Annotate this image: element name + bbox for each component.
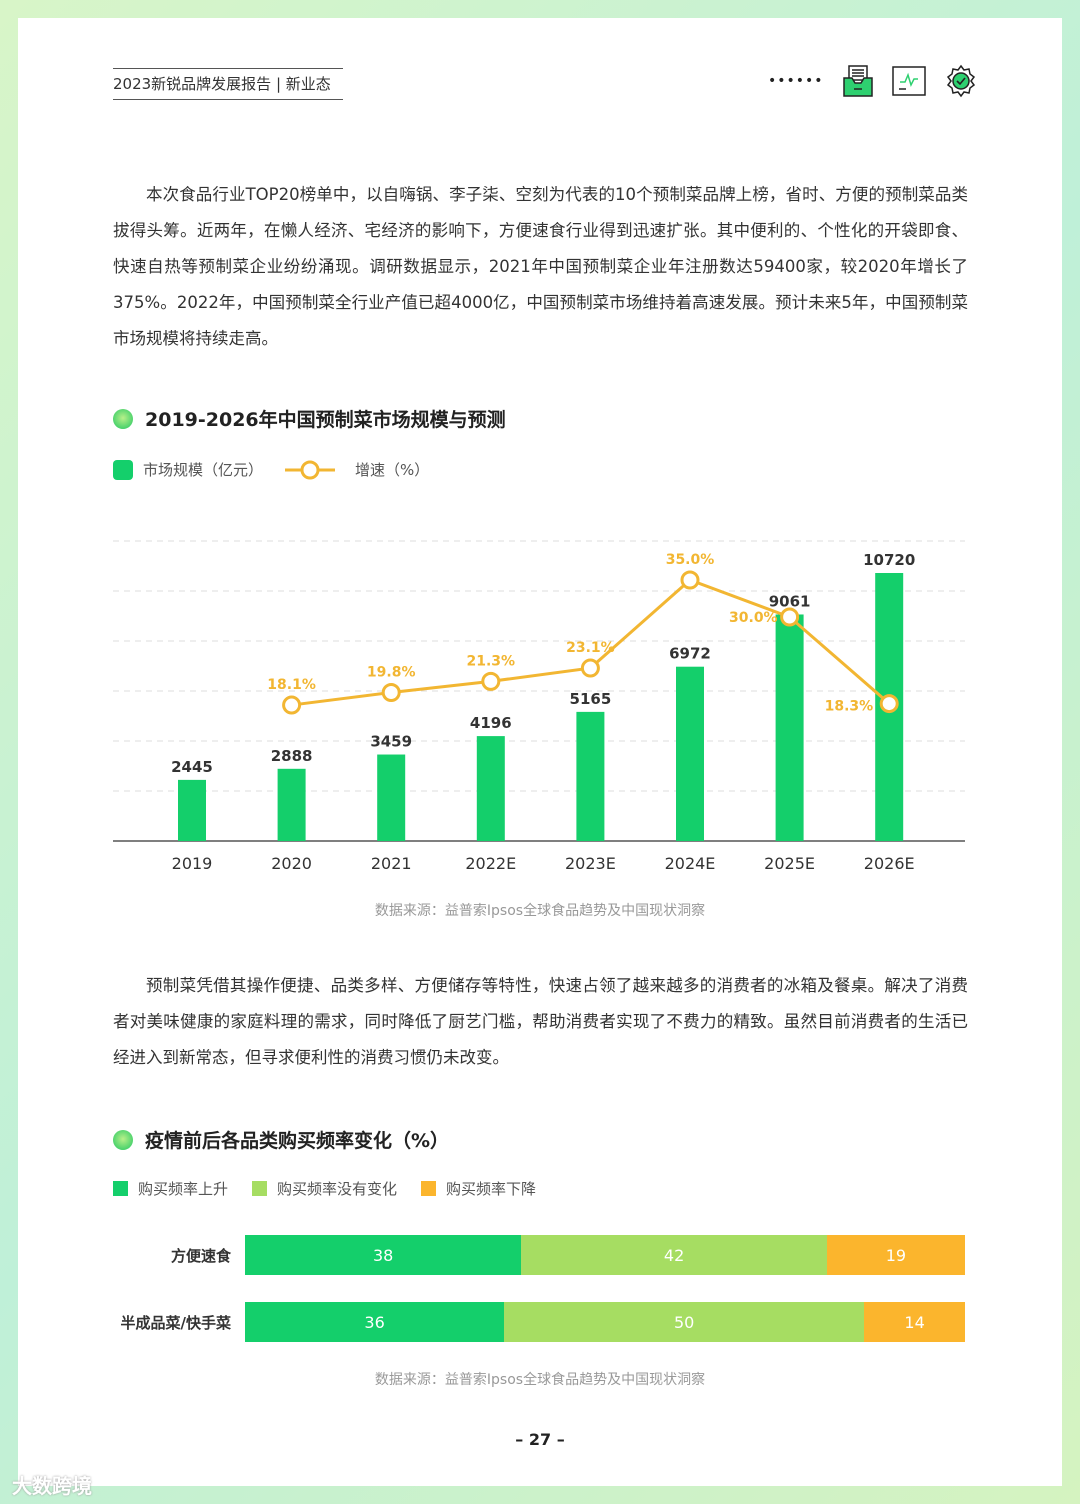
- bar: [476, 736, 505, 841]
- bar-value-label: 3459: [370, 733, 412, 751]
- bar-segment: 36: [245, 1302, 505, 1342]
- report-title: 2023新锐品牌发展报告 | 新业态: [113, 68, 343, 100]
- bar: [775, 614, 804, 841]
- bullet-icon: [113, 1129, 133, 1150]
- x-tick-label: 2025E: [764, 854, 815, 873]
- legend-swatch: [421, 1181, 437, 1196]
- header-icons: ••••••: [768, 64, 978, 98]
- legend-label: 购买频率上升: [138, 1180, 229, 1198]
- legend-bar-swatch: [113, 459, 133, 480]
- x-tick-label: 2026E: [864, 854, 915, 873]
- x-tick-label: 2022E: [465, 854, 516, 873]
- growth-point: [879, 694, 899, 714]
- page-number: – 27 –: [515, 1430, 565, 1449]
- growth-label: 18.3%: [825, 699, 874, 715]
- chart1-legend: 市场规模（亿元） 增速（%）: [113, 459, 429, 480]
- bullet-icon: [113, 408, 133, 429]
- bar-value-label: 2888: [271, 747, 313, 765]
- x-tick-label: 2019: [172, 854, 213, 873]
- x-tick-label: 2021: [371, 854, 412, 873]
- growth-point: [780, 607, 800, 627]
- growth-point: [680, 570, 700, 590]
- chart2-source: 数据来源：益普索Ipsos全球食品趋势及中国现状洞察: [374, 1372, 706, 1388]
- x-tick-label: 2024E: [665, 854, 716, 873]
- bar-value-label: 5165: [570, 690, 612, 708]
- intro-paragraph: 本次食品行业TOP20榜单中，以自嗨锅、李子柒、空刻为代表的10个预制菜品牌上榜…: [113, 185, 968, 348]
- growth-label: 19.8%: [367, 664, 416, 680]
- growth-label: 30.0%: [729, 610, 778, 626]
- bar-segment: 42: [521, 1235, 827, 1275]
- bar-segment: 38: [245, 1235, 522, 1275]
- growth-point: [580, 658, 600, 678]
- chart-monitor-icon: [891, 66, 926, 96]
- growth-label: 18.1%: [267, 677, 316, 693]
- gear-check-icon: [946, 64, 975, 98]
- legend-label: 购买频率下降: [446, 1180, 537, 1198]
- bar-segment: 14: [864, 1302, 965, 1342]
- growth-point: [481, 671, 501, 691]
- bar: [178, 779, 206, 841]
- bar-value-label: 6972: [669, 645, 711, 663]
- growth-point: [282, 695, 302, 715]
- bar-value-label: 2445: [171, 758, 213, 776]
- legend-swatch: [113, 1181, 128, 1196]
- legend-line-swatch: [285, 460, 336, 479]
- x-tick-label: 2020: [271, 854, 312, 873]
- legend-swatch: [252, 1181, 268, 1196]
- legend-label: 购买频率没有变化: [277, 1180, 398, 1198]
- bar-value-label: 4196: [470, 714, 512, 732]
- chart1-source: 数据来源：益普索Ipsos全球食品趋势及中国现状洞察: [374, 903, 706, 919]
- x-tick-label: 2023E: [565, 854, 616, 873]
- second-paragraph: 预制菜凭借其操作便捷、品类多样、方便储存等特性，快速占领了越来越多的消费者的冰箱…: [113, 976, 968, 1067]
- bar-segment: 19: [826, 1235, 965, 1275]
- growth-label: 35.0%: [666, 552, 715, 568]
- dots-decoration: ••••••: [768, 73, 824, 89]
- inbox-tray-icon: [842, 65, 873, 97]
- stacked-bar: 36 50 14: [245, 1302, 965, 1342]
- watermark: 大数跨境: [12, 1474, 92, 1498]
- bar: [676, 666, 704, 841]
- bar: [377, 754, 406, 841]
- chart2-legend: 购买频率上升 购买频率没有变化 购买频率下降: [113, 1178, 536, 1199]
- category-label: 半成品菜/快手菜: [120, 1314, 231, 1332]
- chart2-title: 疫情前后各品类购买频率变化（%）: [113, 1126, 449, 1153]
- market-size-chart: 2445 2019 2888 2020 3459 2021 4196 2022E 5165 202…: [113, 540, 965, 873]
- bar-value-label: 10720: [863, 551, 915, 569]
- stacked-bar: 38 42 19: [245, 1235, 965, 1275]
- bar-value-label: 9061: [769, 592, 811, 610]
- chart1-title: 2019-2026年中国预制菜市场规模与预测: [113, 405, 506, 432]
- growth-label: 21.3%: [467, 653, 516, 669]
- category-label: 方便速食: [170, 1247, 231, 1265]
- bar: [576, 711, 605, 841]
- growth-point: [381, 682, 401, 702]
- bar-segment: 50: [504, 1302, 865, 1342]
- bar: [277, 768, 306, 841]
- growth-label: 23.1%: [566, 640, 615, 656]
